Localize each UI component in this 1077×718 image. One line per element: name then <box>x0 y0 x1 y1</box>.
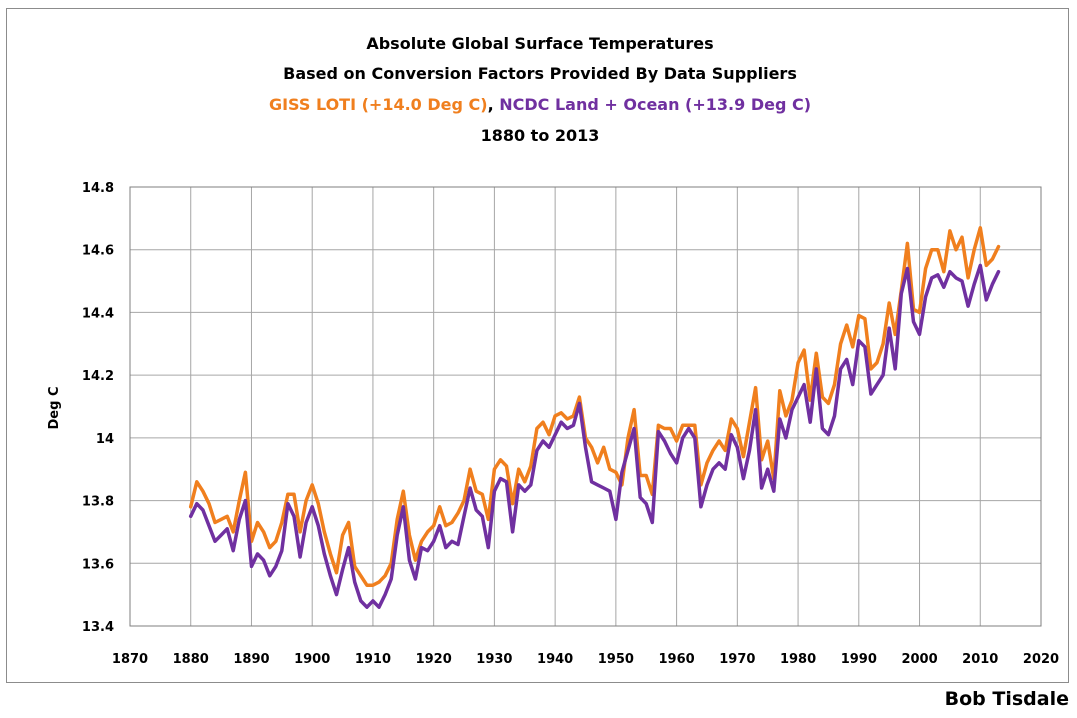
x-tick-label: 1980 <box>780 652 816 667</box>
series-line-giss <box>188 226 1001 587</box>
x-tick-label: 1990 <box>841 652 877 667</box>
y-tick-label: 14.6 <box>82 244 114 259</box>
series-line-ncdc <box>188 263 1001 609</box>
y-tick-label: 14.2 <box>82 369 114 384</box>
x-tick-label: 1880 <box>173 652 209 667</box>
subtitle-giss: GISS LOTI (+14.0 Deg C) <box>269 95 488 114</box>
x-tick-label: 1930 <box>476 652 512 667</box>
y-tick-label: 13.4 <box>82 620 114 635</box>
x-tick-label: 1950 <box>598 652 634 667</box>
gridlines <box>129 186 1042 627</box>
subtitle-separator: , <box>488 95 500 114</box>
y-tick-label: 13.6 <box>82 557 114 572</box>
y-axis-label: Deg C <box>47 387 62 430</box>
author-credit: Bob Tisdale <box>944 688 1069 710</box>
x-tick-label: 1920 <box>416 652 452 667</box>
subtitle-ncdc: NCDC Land + Ocean (+13.9 Deg C) <box>499 95 811 114</box>
y-tick-label: 14.4 <box>82 306 114 321</box>
chart-subtitle: GISS LOTI (+14.0 Deg C), NCDC Land + Oce… <box>269 95 811 114</box>
chart-title-line-2: Based on Conversion Factors Provided By … <box>283 64 797 83</box>
chart-period: 1880 to 2013 <box>481 126 600 145</box>
x-tick-label: 1890 <box>233 652 269 667</box>
y-tick-label: 14.8 <box>82 181 114 196</box>
chart-title-line-1: Absolute Global Surface Temperatures <box>366 34 713 53</box>
x-tick-label: 1970 <box>719 652 755 667</box>
plot-area-border <box>129 186 1042 627</box>
x-tick-label: 2020 <box>1023 652 1059 667</box>
x-tick-label: 1900 <box>294 652 330 667</box>
x-tick-label: 1960 <box>659 652 695 667</box>
y-tick-label: 14 <box>96 432 114 447</box>
x-tick-label: 1870 <box>112 652 148 667</box>
y-tick-label: 13.8 <box>82 495 114 510</box>
tick-labels: 1870 1880 1890 1900 1910 1920 1930 1940 1950 1960… <box>82 181 1059 667</box>
x-tick-label: 2010 <box>962 652 998 667</box>
x-tick-label: 1940 <box>537 652 573 667</box>
x-tick-label: 1910 <box>355 652 391 667</box>
x-tick-label: 2000 <box>901 652 937 667</box>
series-lines <box>188 226 1001 609</box>
